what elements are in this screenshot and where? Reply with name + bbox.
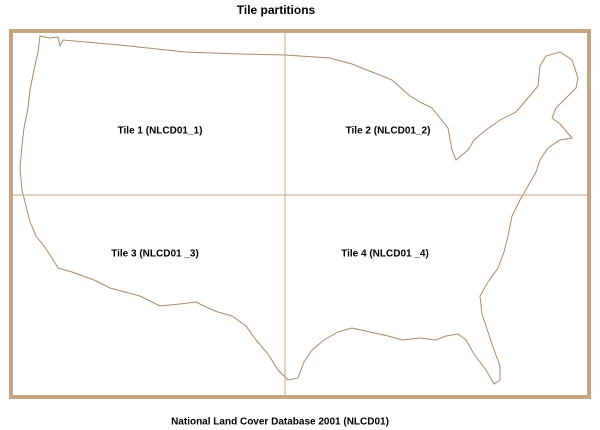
us-outline	[19, 35, 579, 385]
caption: National Land Cover Database 2001 (NLCD0…	[171, 417, 389, 428]
tile-label: Tile 1 (NLCD01_1)	[118, 126, 203, 137]
title: Tile partitions	[237, 3, 316, 17]
frame	[9, 29, 591, 399]
tile-label: Tile 3 (NLCD01 _3)	[111, 249, 199, 260]
tile-label: Tile 2 (NLCD01_2)	[346, 126, 431, 137]
tile-label: Tile 4 (NLCD01 _4)	[341, 249, 429, 260]
